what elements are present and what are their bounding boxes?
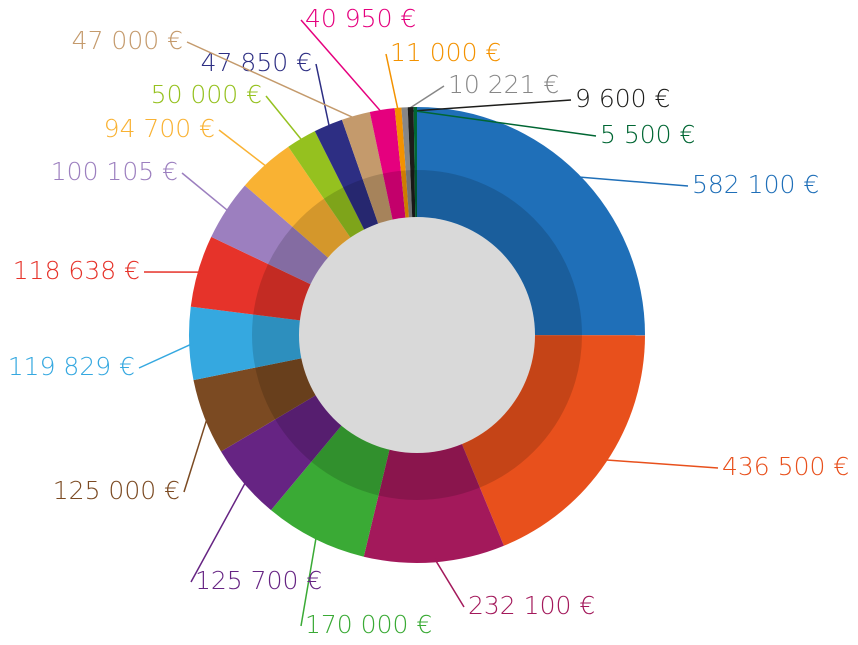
leader-line [603, 460, 718, 468]
leader-line [219, 130, 268, 168]
value-label: 232 100 € [468, 591, 595, 620]
value-label: 47 000 € [72, 26, 183, 55]
value-label: 10 221 € [448, 70, 559, 99]
value-label: 118 638 € [13, 256, 140, 285]
value-label: 50 000 € [151, 80, 262, 109]
leader-line [184, 416, 208, 492]
leader-line [411, 100, 571, 111]
leader-line [575, 177, 688, 186]
leader-line [182, 173, 230, 212]
value-label: 47 850 € [201, 48, 312, 77]
value-label: 582 100 € [692, 170, 819, 199]
leader-line [266, 96, 303, 142]
leader-line [434, 558, 464, 607]
value-label: 40 950 € [305, 4, 416, 33]
value-label: 100 105 € [51, 157, 178, 186]
value-label: 119 829 € [8, 352, 135, 381]
value-label: 170 000 € [305, 610, 432, 639]
value-label: 436 500 € [722, 452, 849, 481]
value-label: 94 700 € [104, 114, 215, 143]
value-label: 125 000 € [53, 476, 180, 505]
leader-line [316, 64, 330, 129]
value-label: 11 000 € [390, 38, 501, 67]
value-label: 5 500 € [600, 120, 695, 149]
value-label: 9 600 € [575, 84, 670, 113]
leader-line [139, 343, 193, 368]
center-disk [299, 217, 535, 453]
value-label: 125 700 € [195, 566, 322, 595]
